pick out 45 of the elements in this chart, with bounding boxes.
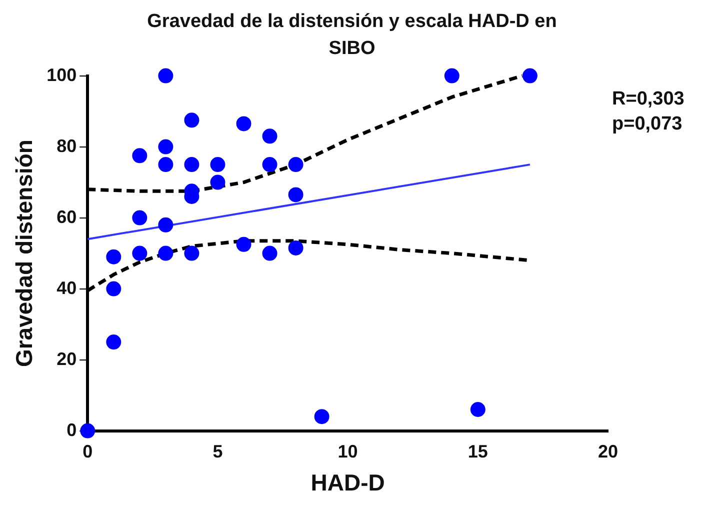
chart-title: Gravedad de la distensión y escala HAD-D en SIBO	[146, 10, 558, 61]
x-tick-label: 20	[598, 442, 618, 462]
text: p=0,073	[612, 114, 682, 135]
y-tick-label: 0	[66, 420, 77, 440]
point	[158, 157, 174, 172]
point	[262, 157, 278, 172]
point	[288, 157, 304, 172]
point	[132, 246, 148, 261]
point	[210, 174, 226, 190]
point	[236, 236, 252, 252]
y-tick-label: 80	[56, 136, 77, 156]
point	[106, 249, 122, 264]
point	[184, 157, 200, 172]
point	[444, 68, 460, 84]
y-tick-label: 20	[56, 348, 77, 369]
y-tick-label: 40	[56, 278, 77, 298]
point	[288, 187, 304, 202]
y-axis-title: Gravedad distensión	[11, 140, 38, 368]
point	[184, 112, 200, 128]
point	[132, 148, 148, 164]
point	[262, 246, 278, 261]
x-tick-label: 5	[212, 442, 223, 462]
text: R=0,303	[612, 88, 684, 110]
point	[132, 210, 148, 226]
point	[236, 116, 252, 132]
point	[106, 281, 122, 296]
x-axis-title: HAD-D	[310, 470, 385, 496]
point	[80, 423, 96, 438]
point	[158, 139, 174, 154]
point	[262, 128, 278, 144]
point	[158, 217, 174, 232]
x-tick-label: 10	[338, 442, 358, 462]
point	[158, 68, 174, 84]
x-tick-label: 0	[82, 442, 93, 462]
point	[470, 402, 486, 417]
point	[158, 246, 174, 261]
point	[288, 240, 304, 256]
point	[314, 409, 330, 424]
point	[210, 157, 226, 172]
y-tick-label: 100	[46, 64, 77, 85]
point	[184, 246, 200, 261]
x-tick-label: 15	[468, 442, 488, 462]
y-tick-label: 60	[56, 206, 77, 227]
point	[522, 68, 538, 84]
point	[106, 334, 122, 350]
